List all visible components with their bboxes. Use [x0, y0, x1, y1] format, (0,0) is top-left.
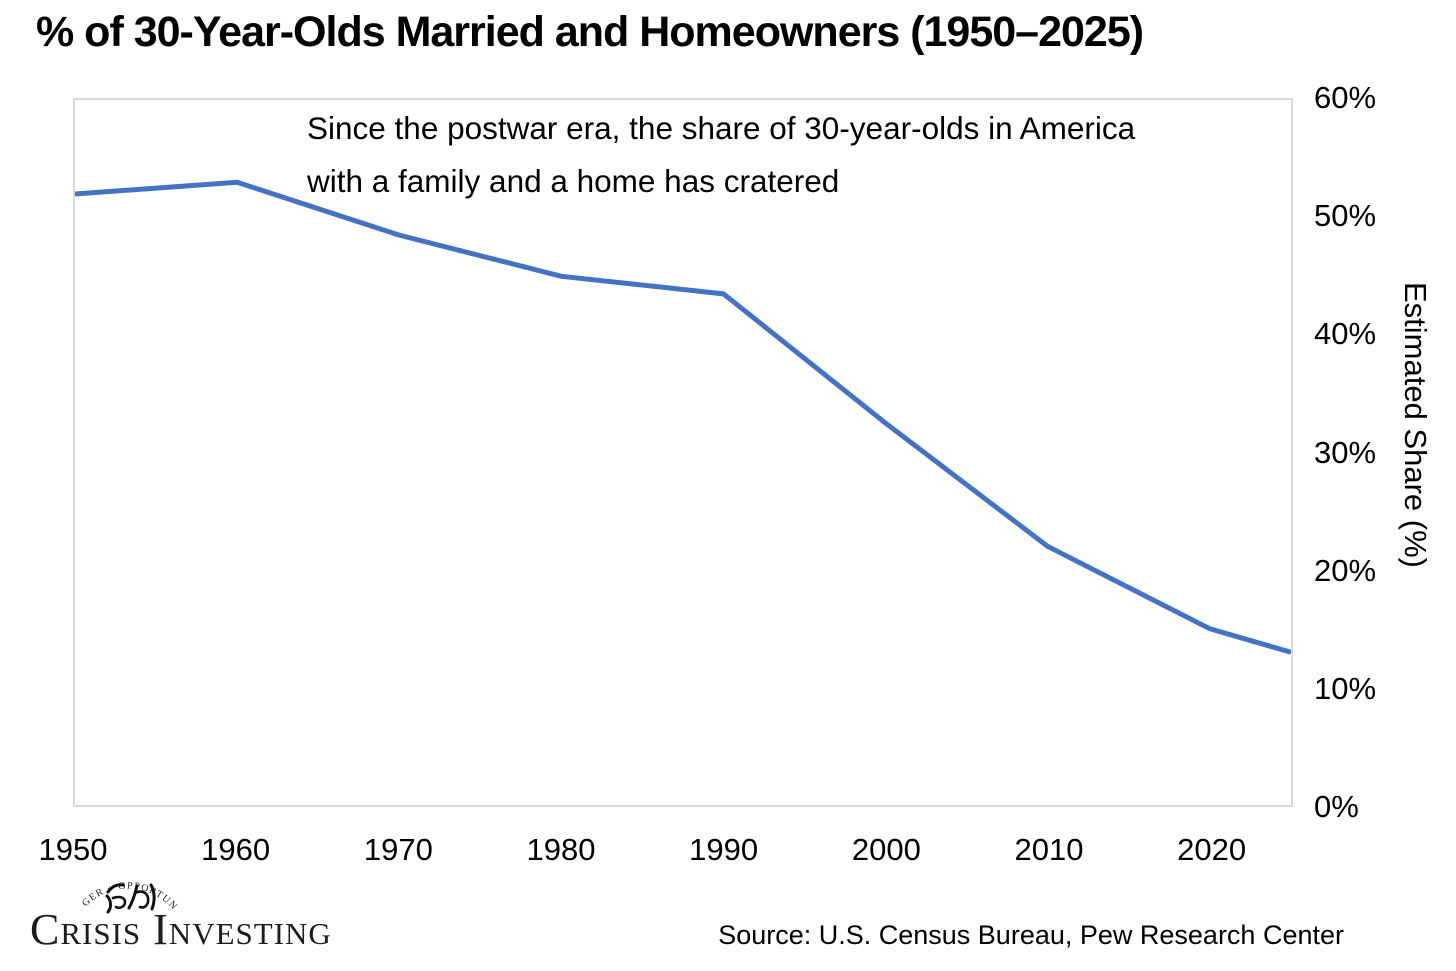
annotation-line-1: Since the postwar era, the share of 30-y…	[307, 110, 1136, 146]
chart-title: % of 30-Year-Olds Married and Homeowners…	[36, 8, 1144, 56]
x-tick-label: 1950	[38, 832, 108, 867]
y-tick-label: 0%	[1314, 789, 1359, 824]
y-tick-label: 30%	[1314, 434, 1377, 470]
x-tick-label: 2000	[851, 832, 921, 867]
annotation-line-2: with a family and a home has cratered	[307, 163, 840, 199]
y-tick-label: 20%	[1314, 552, 1377, 588]
x-tick-label: 2010	[1014, 832, 1084, 867]
source-credit: Source: U.S. Census Bureau, Pew Research…	[718, 920, 1344, 950]
x-tick-label: 1980	[526, 832, 596, 867]
y-axis-title: Estimated Share (%)	[1398, 282, 1433, 568]
y-tick-label: 50%	[1314, 198, 1377, 234]
chinese-calligraphy-crisis-glyphs	[105, 883, 156, 914]
x-tick-label: 1970	[363, 832, 433, 867]
x-tick-label: 2020	[1177, 832, 1247, 867]
logo-emblem: DANGER + OPPORTUNITY	[48, 866, 178, 914]
y-tick-label: 40%	[1314, 316, 1377, 352]
x-tick-label: 1990	[689, 832, 759, 867]
x-tick-label: 1960	[201, 832, 271, 867]
logo-wordmark: Crisis Investing	[30, 905, 332, 954]
trend-line	[75, 179, 1291, 655]
trend-line-svg	[75, 179, 1291, 655]
crisis-investing-logo: DANGER + OPPORTUNITY Crisis Investing	[28, 862, 388, 962]
plot-area	[73, 98, 1293, 807]
y-tick-label: 60%	[1314, 80, 1377, 115]
annotation: Since the postwar era, the share of 30-y…	[307, 102, 1135, 208]
y-tick-label: 10%	[1314, 670, 1377, 706]
